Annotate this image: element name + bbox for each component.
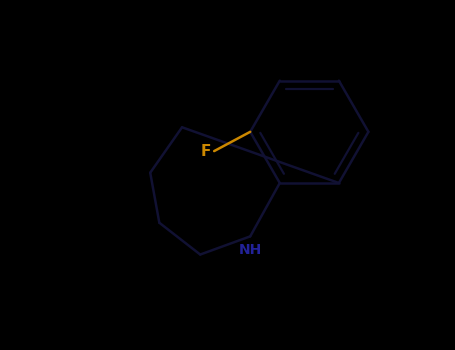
Text: F: F — [200, 144, 211, 159]
Text: NH: NH — [238, 243, 262, 257]
